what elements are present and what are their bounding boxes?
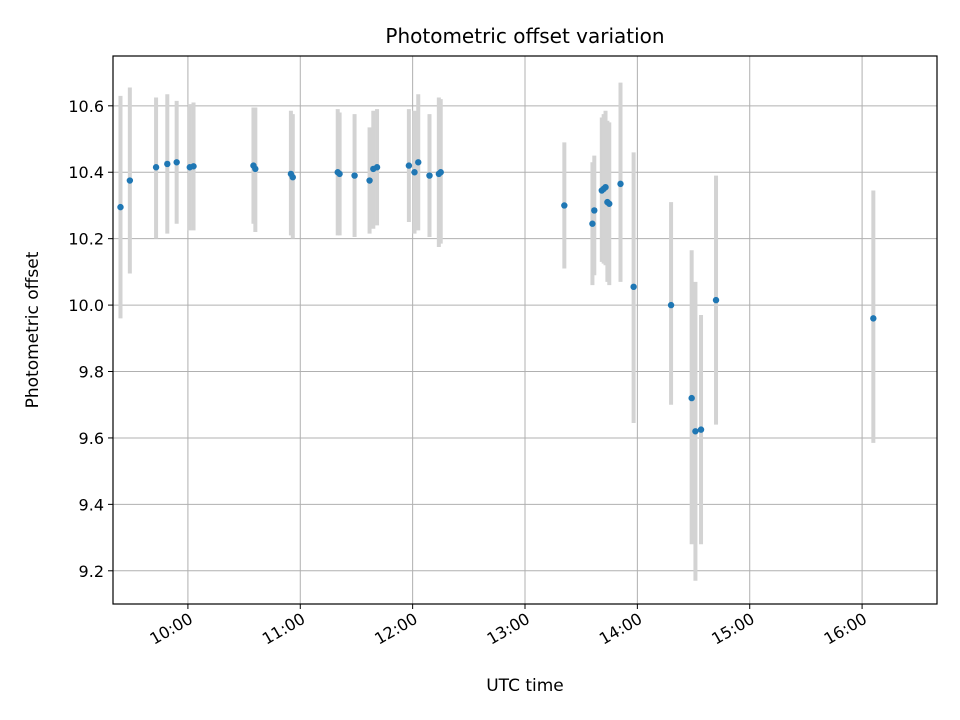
data-point bbox=[126, 177, 134, 184]
data-point bbox=[697, 426, 705, 433]
data-point bbox=[405, 162, 413, 169]
data-point bbox=[366, 177, 373, 184]
data-point bbox=[164, 160, 171, 168]
data-point bbox=[415, 159, 422, 166]
data-point bbox=[870, 315, 877, 322]
y-tick-label: 10.4 bbox=[68, 163, 104, 182]
data-point bbox=[426, 172, 433, 179]
data-point bbox=[667, 301, 675, 309]
data-point bbox=[606, 200, 613, 207]
grid bbox=[113, 56, 937, 604]
x-axis-label: UTC time bbox=[486, 676, 564, 696]
data-point bbox=[411, 169, 418, 176]
data-point bbox=[712, 296, 720, 304]
data-point bbox=[617, 180, 624, 188]
y-tick-label: 10.6 bbox=[68, 97, 104, 116]
data-point bbox=[289, 174, 296, 181]
data-point bbox=[692, 428, 699, 435]
y-axis-ticks: 9.2 9.4 9.6 9.8 10.0 10.2 10.4 10.6 bbox=[68, 97, 113, 581]
data-point bbox=[437, 169, 444, 176]
y-tick-label: 9.2 bbox=[79, 562, 104, 581]
data-point bbox=[117, 203, 124, 211]
chart-title: Photometric offset variation bbox=[385, 24, 664, 48]
data-point bbox=[351, 172, 358, 179]
data-points bbox=[117, 159, 877, 435]
data-point bbox=[591, 207, 598, 214]
y-tick-label: 10.2 bbox=[68, 230, 104, 249]
data-point bbox=[336, 170, 343, 178]
data-point bbox=[173, 159, 180, 166]
data-point bbox=[688, 394, 695, 402]
y-tick-label: 10.0 bbox=[68, 296, 104, 315]
y-tick-label: 9.8 bbox=[79, 363, 104, 382]
data-point bbox=[561, 202, 568, 209]
y-axis-label: Photometric offset bbox=[23, 251, 43, 408]
data-point bbox=[589, 220, 596, 227]
y-tick-label: 9.4 bbox=[79, 495, 104, 514]
data-point bbox=[602, 183, 609, 191]
data-point bbox=[373, 164, 381, 171]
data-point bbox=[190, 163, 197, 170]
data-point bbox=[152, 164, 160, 171]
data-point bbox=[252, 165, 259, 173]
data-point bbox=[630, 283, 637, 291]
y-tick-label: 9.6 bbox=[79, 429, 104, 448]
